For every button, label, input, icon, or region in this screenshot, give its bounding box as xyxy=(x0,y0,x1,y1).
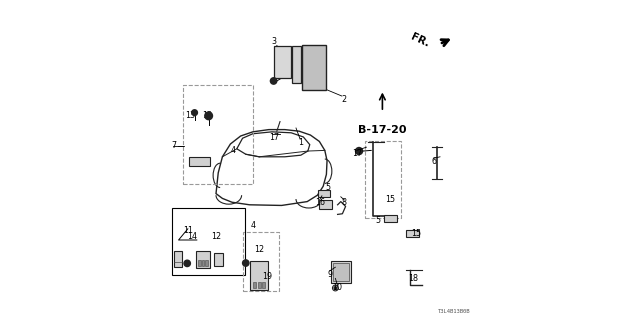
Bar xyxy=(250,261,268,290)
Bar xyxy=(196,158,198,165)
Bar xyxy=(302,45,326,90)
Text: 5: 5 xyxy=(325,183,330,192)
Text: 1: 1 xyxy=(298,138,303,147)
Bar xyxy=(200,158,202,165)
Text: 8: 8 xyxy=(342,198,347,207)
Text: 5: 5 xyxy=(375,216,380,225)
Text: 11: 11 xyxy=(183,226,193,235)
Text: 18: 18 xyxy=(408,274,418,283)
Text: 12: 12 xyxy=(211,232,221,241)
Text: 10: 10 xyxy=(333,283,342,292)
Text: 13: 13 xyxy=(186,111,195,120)
Bar xyxy=(204,158,206,165)
Circle shape xyxy=(334,287,337,289)
Bar xyxy=(196,251,210,268)
Bar xyxy=(319,200,332,209)
Text: 9: 9 xyxy=(327,270,332,279)
Circle shape xyxy=(184,260,191,267)
Circle shape xyxy=(243,260,249,266)
Text: 12: 12 xyxy=(254,245,264,254)
Bar xyxy=(202,260,205,266)
Text: 4: 4 xyxy=(231,146,236,155)
Text: 14: 14 xyxy=(188,232,197,241)
Bar xyxy=(384,215,397,222)
Bar xyxy=(172,208,245,275)
Text: 3: 3 xyxy=(271,37,276,46)
Bar xyxy=(309,59,317,68)
Circle shape xyxy=(205,112,212,120)
Text: 2: 2 xyxy=(341,95,347,104)
Bar xyxy=(253,282,256,288)
Bar xyxy=(183,85,253,184)
Text: B-17-20: B-17-20 xyxy=(358,124,406,135)
Circle shape xyxy=(192,110,198,116)
Bar xyxy=(258,282,261,288)
Text: 17: 17 xyxy=(352,149,362,158)
Bar xyxy=(292,46,301,83)
Text: 7: 7 xyxy=(171,141,176,150)
Text: 15: 15 xyxy=(385,195,395,204)
Text: 16: 16 xyxy=(315,198,324,207)
Text: T3L4B13B0B: T3L4B13B0B xyxy=(438,308,470,314)
Text: 6: 6 xyxy=(431,157,436,166)
Bar xyxy=(174,251,182,267)
Bar xyxy=(205,260,209,266)
Text: 4: 4 xyxy=(250,221,255,230)
Bar xyxy=(406,230,419,237)
Bar xyxy=(332,261,351,283)
Bar xyxy=(214,253,223,266)
Bar xyxy=(192,158,195,165)
Text: 19: 19 xyxy=(262,272,273,281)
Bar xyxy=(243,232,280,291)
Bar xyxy=(319,190,330,197)
Bar xyxy=(365,141,401,218)
Bar xyxy=(198,260,201,266)
Text: 17: 17 xyxy=(269,133,280,142)
Bar xyxy=(262,282,265,288)
Text: 13: 13 xyxy=(202,111,212,120)
Circle shape xyxy=(356,148,362,155)
Circle shape xyxy=(271,78,277,84)
Text: 15: 15 xyxy=(411,229,421,238)
Text: FR.: FR. xyxy=(410,31,431,49)
Bar xyxy=(333,263,349,281)
Bar xyxy=(274,46,291,78)
Bar xyxy=(189,157,210,166)
